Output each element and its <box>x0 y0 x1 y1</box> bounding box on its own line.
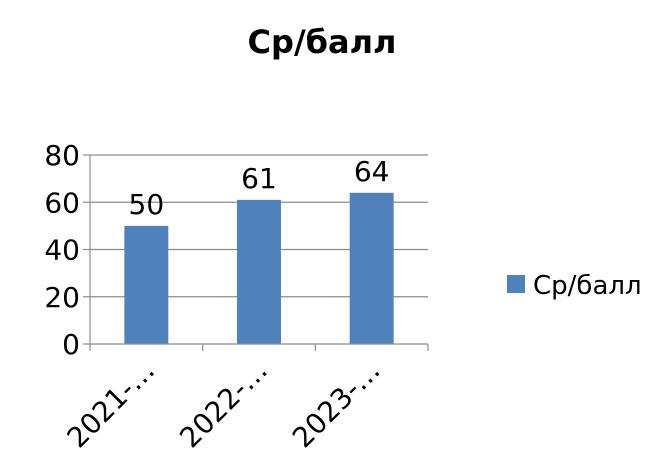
bars <box>124 192 394 344</box>
data-label: 50 <box>129 188 165 221</box>
y-tick-label: 80 <box>44 139 80 172</box>
data-labels: 50 61 64 <box>129 155 390 221</box>
y-axis: 0 20 40 60 80 <box>44 139 91 361</box>
chart-title: Ср/балл <box>248 23 397 61</box>
data-label: 64 <box>354 155 390 188</box>
legend-swatch <box>507 275 525 293</box>
y-tick-label: 60 <box>44 186 80 219</box>
legend: Ср/балл <box>507 271 642 301</box>
y-tick-label: 20 <box>44 281 80 314</box>
y-tick-label: 0 <box>62 328 80 361</box>
bar <box>349 192 394 344</box>
x-tick-label: 2022-… <box>173 354 274 455</box>
x-axis: 2021-… 2022-… 2023-… <box>61 343 429 455</box>
legend-label: Ср/балл <box>533 271 642 301</box>
bar <box>237 199 281 344</box>
bar <box>124 225 169 344</box>
y-tick-label: 40 <box>44 234 80 267</box>
x-tick-label: 2021-… <box>61 354 162 455</box>
x-tick-label: 2023-… <box>286 354 387 455</box>
data-label: 61 <box>241 162 277 195</box>
